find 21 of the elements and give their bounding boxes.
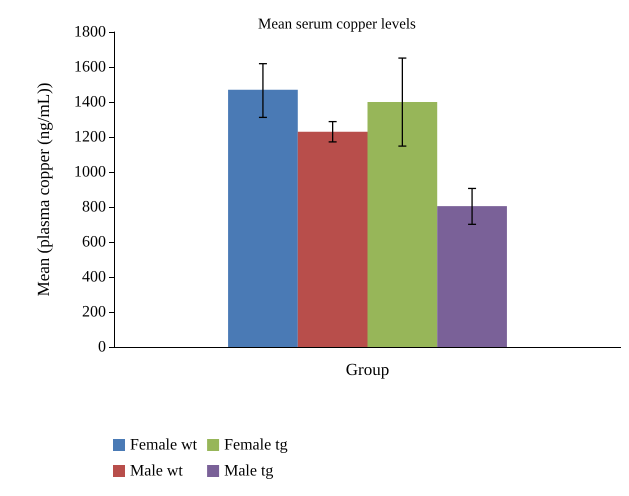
y-tick-label: 600 — [82, 234, 106, 250]
legend-label: Female tg — [224, 436, 288, 454]
y-tick-label: 200 — [82, 304, 106, 320]
y-tick-label: 1600 — [74, 58, 106, 76]
y-axis-title: Mean (plasma copper (ng/mL)) — [34, 82, 53, 296]
x-tick-label: Group — [346, 360, 390, 379]
chart-title: Mean serum copper levels — [258, 16, 416, 32]
bar — [368, 102, 438, 347]
y-tick-label: 1000 — [74, 164, 106, 180]
legend-label: Male wt — [130, 462, 184, 480]
y-tick-label: 400 — [82, 268, 106, 286]
legend-label: Female wt — [130, 436, 198, 454]
y-tick-label: 1200 — [74, 128, 106, 146]
y-tick-label: 0 — [98, 338, 106, 356]
y-tick-label: 1800 — [74, 24, 106, 40]
legend-label: Male tg — [224, 462, 274, 480]
bar — [298, 132, 368, 347]
y-tick-label: 800 — [82, 198, 106, 216]
bar — [437, 206, 507, 347]
bar — [228, 90, 298, 347]
y-tick-label: 1400 — [74, 94, 106, 110]
